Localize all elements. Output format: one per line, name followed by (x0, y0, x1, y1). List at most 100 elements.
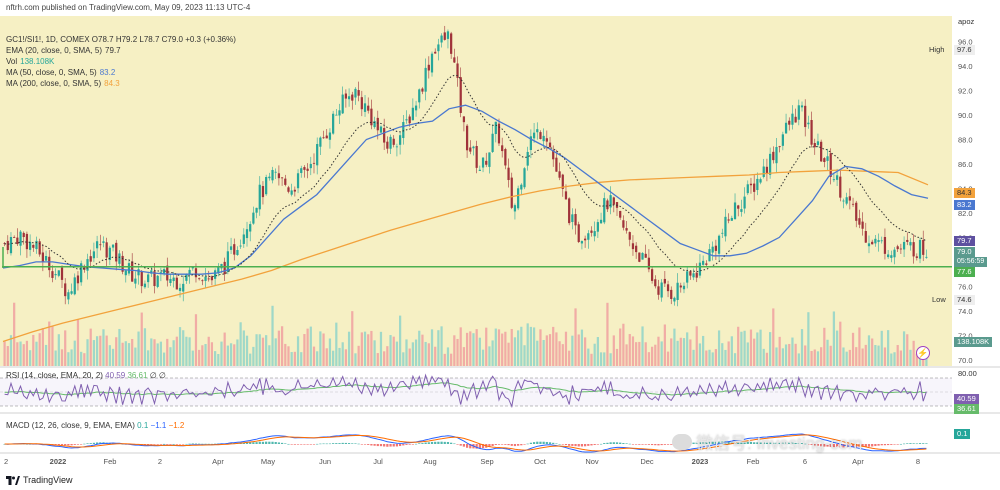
candle-body (619, 211, 622, 218)
candle-body (839, 176, 842, 198)
rsi-legend[interactable]: RSI (14, close, EMA, 20, 2) 40.59 36.61 … (6, 371, 166, 380)
candle-body (593, 231, 596, 237)
legend-ma50-value: 83.2 (99, 68, 116, 77)
volume-bar (268, 345, 271, 366)
legend-ma50[interactable]: MA (50, close, 0, SMA, 5) 83.2 (6, 67, 236, 78)
candle-body (306, 168, 309, 171)
volume-bar (580, 329, 584, 366)
candle-body (855, 202, 858, 221)
macd-hist-bar (590, 444, 593, 446)
macd-hist-bar (628, 443, 631, 445)
time-axis-tick-label: 2 (158, 457, 162, 466)
volume-bar (867, 335, 871, 366)
macd-hist-bar (395, 444, 399, 447)
volume-bar (587, 348, 590, 366)
time-axis-tick-label: Dec (640, 457, 654, 466)
macd-hist-bar (727, 441, 730, 444)
volume-bar (768, 332, 772, 366)
candle-body (596, 222, 599, 232)
macd-hist-bar (494, 444, 497, 445)
price-axis-tick-label: 72.0 (958, 331, 973, 340)
macd-hist-bar (89, 443, 92, 444)
volume-bar (743, 330, 746, 366)
candle-body (501, 145, 504, 152)
volume-bar (277, 330, 281, 366)
legend-ma200[interactable]: MA (200, close, 0, SMA, 5) 84.3 (6, 78, 236, 89)
macd-legend[interactable]: MACD (12, 26, close, 9, EMA, EMA) 0.1 −1… (6, 421, 184, 430)
macd-hist-bar (864, 444, 867, 447)
candle-body (258, 184, 261, 210)
candle-body (60, 267, 64, 280)
volume-bar (622, 323, 625, 366)
candle-body (472, 146, 475, 149)
volume-bar (89, 328, 92, 366)
volume-bar (478, 337, 481, 366)
macd-hist-bar (92, 442, 96, 444)
candle-body (233, 244, 236, 255)
candle-body (83, 266, 86, 270)
candle-body (213, 270, 217, 279)
volume-bar (666, 351, 670, 366)
volume-bar (481, 349, 485, 366)
time-axis-tick-label: 6 (803, 457, 807, 466)
volume-bar (287, 346, 290, 366)
macd-hist-bar (497, 444, 501, 445)
candle-body (172, 277, 175, 282)
tradingview-logo[interactable]: TradingView (6, 475, 73, 485)
volume-bar (261, 337, 265, 366)
candle-body (717, 235, 721, 254)
candle-body (338, 110, 341, 116)
rsi-pane-background (0, 368, 952, 412)
volume-bar (555, 332, 558, 366)
candle-body (705, 263, 708, 265)
candle-body (737, 205, 740, 209)
candle-body (887, 254, 890, 258)
candle-body (418, 89, 421, 103)
candle-body (398, 135, 402, 145)
volume-bar (737, 326, 740, 366)
candle-body (440, 35, 443, 43)
macd-hist-bar (328, 443, 332, 445)
candle-body (131, 261, 134, 282)
ma50-line (2, 104, 929, 275)
volume-bar (335, 322, 338, 366)
macd-hist-bar (612, 442, 615, 444)
macd-hist-bar (596, 444, 599, 445)
chart-area[interactable]: 96.094.092.090.088.086.084.082.080.078.0… (0, 14, 1000, 466)
candle-body (564, 191, 568, 200)
macd-hist-bar (501, 444, 504, 445)
candle-body (54, 274, 57, 276)
lightning-icon[interactable]: ⚡ (916, 346, 930, 360)
macd-hist-bar (258, 441, 261, 444)
volume-bar (95, 336, 99, 366)
legend-vol[interactable]: Vol 138.108K (6, 56, 236, 67)
legend-symbol-line[interactable]: GC1!/SI1!, 1D, COMEX O78.7 H79.2 L78.7 C… (6, 35, 236, 44)
rsi-ma-value: 36.61 (127, 371, 148, 380)
legend-ema20[interactable]: EMA (20, close, 0, SMA, 5) 79.7 (6, 45, 236, 56)
candle-body (386, 141, 389, 149)
volume-bar (64, 330, 67, 366)
volume-bar (9, 335, 13, 366)
watermark-text: 微信号: Investing-com (696, 434, 863, 453)
candle-body (899, 248, 903, 250)
macd-hist-bar (150, 444, 153, 445)
price-chart-svg[interactable]: 96.094.092.090.088.086.084.082.080.078.0… (0, 14, 1000, 466)
candle-body (102, 241, 105, 243)
volume-bar (647, 352, 651, 366)
macd-hist-bar (271, 441, 274, 444)
macd-hist-bar (357, 443, 360, 445)
candle-body (858, 218, 861, 225)
macd-hist-bar (529, 442, 533, 444)
volume-bar (504, 331, 507, 366)
macd-hist-bar (574, 444, 577, 447)
macd-hist-bar (784, 442, 788, 444)
volume-bar (609, 353, 612, 366)
volume-bar (57, 334, 60, 366)
volume-bar (660, 341, 663, 366)
macd-hist-bar (265, 441, 268, 444)
macd-hist-bar (201, 443, 204, 445)
volume-bar (83, 353, 86, 366)
candle-body (198, 278, 201, 280)
volume-bar (599, 352, 603, 366)
volume-bar (800, 329, 804, 366)
